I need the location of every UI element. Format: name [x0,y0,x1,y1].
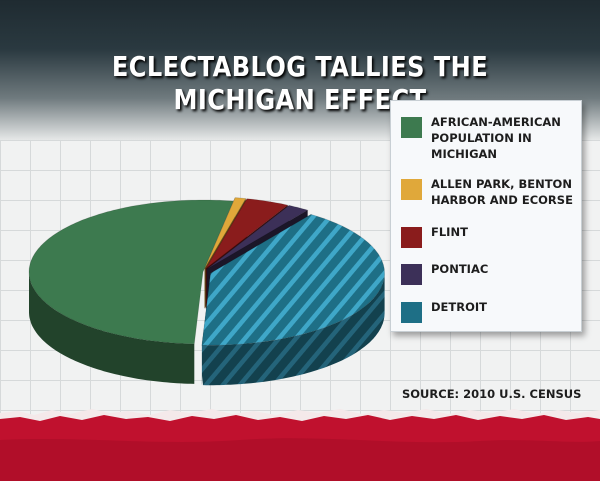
pie-slice-3 [206,204,309,270]
pie-slice-0 [28,199,234,345]
source-note: SOURCE: 2010 U.S. CENSUS [402,387,582,401]
legend-label-2: FLINT [431,225,468,239]
pie-slice-4 [201,213,386,346]
legend-label-4: DETROIT [431,300,488,314]
pie-slice-1 [204,197,247,269]
legend-swatch-0 [401,117,422,138]
legend-swatch-3 [401,264,422,285]
pie-tops [28,197,386,346]
legend: AFRICAN-AMERICAN POPULATION IN MICHIGAN A… [390,100,582,332]
pie-slice-side-0 [29,271,195,384]
legend-label-1: ALLEN PARK, BENTON HARBOR AND ECORSE [431,177,573,207]
legend-swatch-2 [401,227,422,248]
legend-swatch-1 [401,179,422,200]
pie-slice-2 [205,198,289,269]
legend-label-3: PONTIAC [431,262,489,276]
chart-title: ECLECTABLOG TALLIES THE MICHIGAN EFFECT [111,50,489,116]
pie-slice-side-4 [202,273,385,386]
legend-swatch-4 [401,302,422,323]
legend-label-0: AFRICAN-AMERICAN POPULATION IN MICHIGAN [431,115,561,161]
